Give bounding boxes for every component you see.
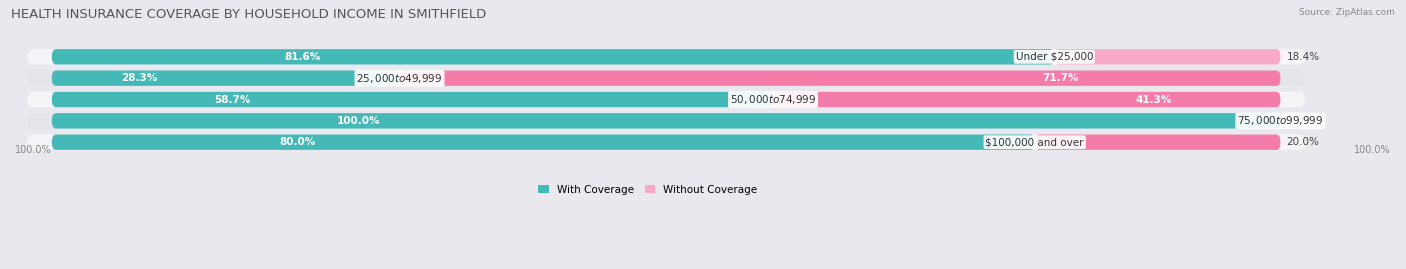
Text: 71.7%: 71.7%: [1042, 73, 1078, 83]
FancyBboxPatch shape: [27, 134, 1305, 150]
FancyBboxPatch shape: [1054, 49, 1281, 65]
FancyBboxPatch shape: [1035, 134, 1281, 150]
Text: $50,000 to $74,999: $50,000 to $74,999: [730, 93, 817, 106]
Text: 81.6%: 81.6%: [284, 52, 321, 62]
Text: HEALTH INSURANCE COVERAGE BY HOUSEHOLD INCOME IN SMITHFIELD: HEALTH INSURANCE COVERAGE BY HOUSEHOLD I…: [11, 8, 486, 21]
Text: $100,000 and over: $100,000 and over: [986, 137, 1084, 147]
FancyBboxPatch shape: [52, 134, 1035, 150]
Text: 20.0%: 20.0%: [1286, 137, 1319, 147]
FancyBboxPatch shape: [52, 92, 773, 107]
FancyBboxPatch shape: [27, 70, 1305, 86]
Text: 41.3%: 41.3%: [1136, 94, 1171, 105]
Legend: With Coverage, Without Coverage: With Coverage, Without Coverage: [534, 180, 762, 199]
FancyBboxPatch shape: [52, 49, 1054, 65]
FancyBboxPatch shape: [399, 70, 1281, 86]
Text: $75,000 to $99,999: $75,000 to $99,999: [1237, 114, 1323, 127]
Text: 80.0%: 80.0%: [280, 137, 316, 147]
FancyBboxPatch shape: [27, 92, 1305, 107]
Text: 100.0%: 100.0%: [15, 146, 52, 155]
FancyBboxPatch shape: [52, 113, 1281, 129]
FancyBboxPatch shape: [27, 49, 1305, 65]
Text: 28.3%: 28.3%: [121, 73, 157, 83]
Text: $25,000 to $49,999: $25,000 to $49,999: [356, 72, 443, 85]
Text: 100.0%: 100.0%: [337, 116, 381, 126]
Text: Under $25,000: Under $25,000: [1015, 52, 1092, 62]
FancyBboxPatch shape: [52, 70, 399, 86]
Text: Source: ZipAtlas.com: Source: ZipAtlas.com: [1299, 8, 1395, 17]
Text: 18.4%: 18.4%: [1286, 52, 1320, 62]
Text: 100.0%: 100.0%: [1354, 146, 1391, 155]
FancyBboxPatch shape: [27, 113, 1305, 129]
FancyBboxPatch shape: [773, 92, 1281, 107]
Text: 58.7%: 58.7%: [214, 94, 250, 105]
